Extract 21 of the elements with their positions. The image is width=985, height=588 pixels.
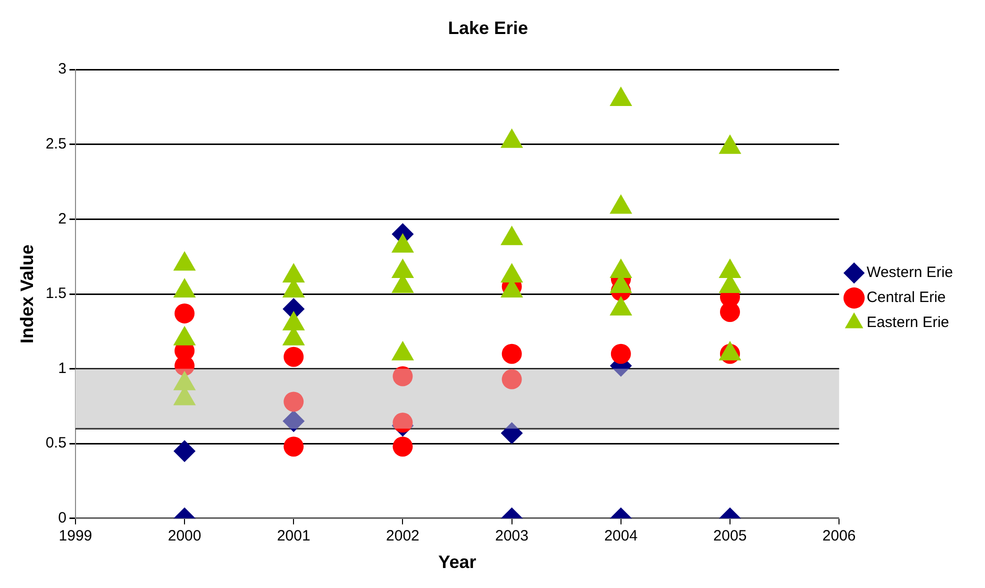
y-tick-label: 2.5 — [46, 136, 66, 153]
x-axis-title: Year — [438, 552, 476, 572]
legend-label: Central Erie — [866, 289, 946, 306]
x-tick-label: 2006 — [822, 528, 856, 545]
y-tick-label: 0.5 — [46, 434, 66, 452]
x-tick-label: 2002 — [386, 528, 420, 545]
y-tick-label: 2 — [58, 210, 66, 228]
y-tick-label: 1.5 — [46, 285, 66, 302]
x-tick-label: 1999 — [58, 528, 92, 545]
x-tick-label: 2005 — [713, 528, 747, 545]
legend-label: Eastern Erie — [866, 314, 950, 332]
legend-label: Western Erie — [866, 264, 954, 282]
x-tick-label: 2001 — [276, 528, 310, 545]
x-tick-label: 2003 — [495, 528, 528, 545]
y-tick-label: 1 — [58, 360, 66, 377]
x-tick-label: 2000 — [168, 528, 202, 545]
y-axis-title: Index Value — [16, 244, 37, 344]
y-tick-label: 3 — [58, 60, 66, 78]
x-tick-label: 2004 — [604, 528, 638, 545]
chart-title: Lake Erie — [448, 18, 528, 38]
y-tick-label: 0 — [58, 510, 66, 527]
